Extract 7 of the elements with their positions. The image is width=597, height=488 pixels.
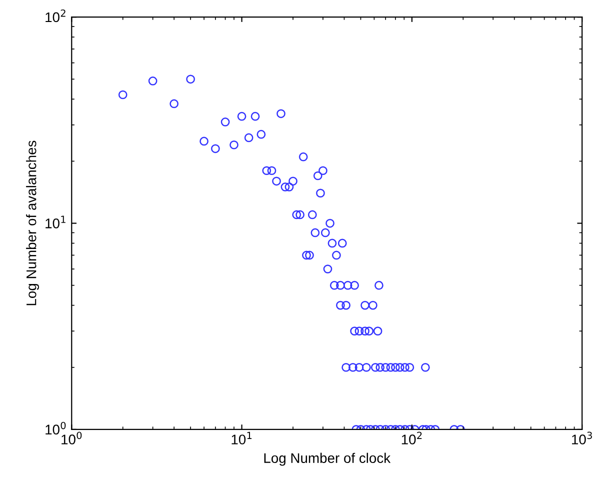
y-tick-label: 10$^{2}$ [46,9,66,22]
y-tick-label: 10$^{1}$ [46,216,66,228]
x-axis-title: Log Number of clock [264,452,391,466]
y-axis-title: Log Number of avalanches [26,140,39,306]
x-tick-label: 10$^{3}$ [572,432,592,444]
x-tick-label: 10$^{2}$ [402,432,422,444]
x-tick-label: 10$^{1}$ [232,432,252,444]
